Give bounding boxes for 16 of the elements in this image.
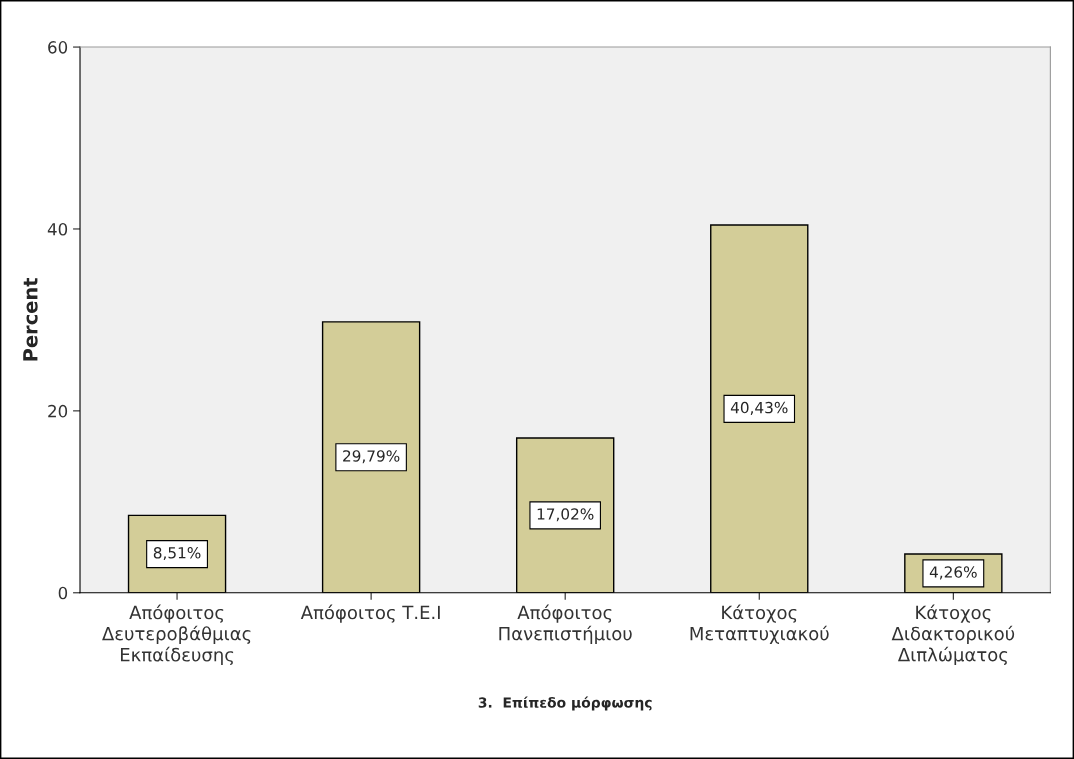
y-tick-label: 0 — [58, 586, 68, 600]
y-tick-label: 40 — [47, 222, 68, 236]
data-label: 17,02% — [537, 508, 594, 522]
data-label: 29,79% — [343, 450, 400, 464]
y-tick-label: 60 — [48, 41, 68, 54]
x-tick-label: Κάτοχος Διδακτορικού Διπλώματος — [891, 604, 1015, 666]
x-tick-label: Απόφοιτος Δευτεροβάθμιας Εκπαίδευσης — [102, 604, 251, 666]
y-tick-label: 20 — [48, 404, 68, 418]
x-tick-label: Απόφοιτος Πανεπιστήμιου — [499, 604, 632, 644]
y-axis-title: Percent — [23, 277, 38, 361]
data-label: 40,43% — [730, 401, 788, 415]
x-tick-label: Απόφοιτος Τ.Ε.Ι — [300, 604, 440, 623]
x-tick-label: Κάτοχος Μεταπτυχιακού — [690, 604, 829, 644]
data-label: 8,51% — [153, 546, 201, 561]
data-label: 4,26% — [929, 566, 977, 580]
x-axis-title: 3. Επίπεδο μόρφωσης — [478, 696, 652, 711]
